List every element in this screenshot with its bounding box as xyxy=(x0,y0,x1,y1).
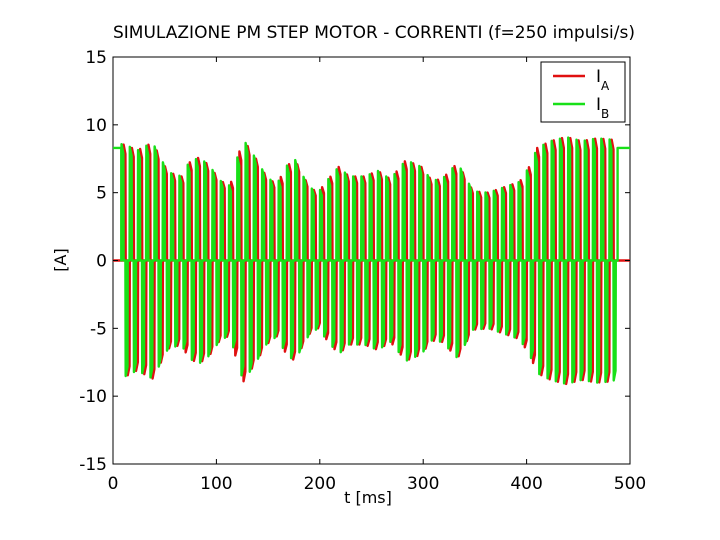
x-tick-label: 300 xyxy=(407,474,439,494)
x-tick-label: 500 xyxy=(614,474,646,494)
y-tick-label: 5 xyxy=(96,184,107,204)
x-axis-label: t [ms] xyxy=(344,488,392,507)
x-tick-label: 0 xyxy=(108,474,119,494)
legend-box xyxy=(540,61,626,123)
series-layer xyxy=(113,136,630,386)
y-tick-label: -15 xyxy=(79,455,107,475)
x-tick-label: 400 xyxy=(510,474,542,494)
ticks-layer: 0 100 200 300 400 500 15 10 5 0 -5 -10 -15 xyxy=(79,48,646,494)
y-tick-label: 0 xyxy=(96,252,107,272)
y-axis-label: [A] xyxy=(51,248,70,271)
y-tick-label: -5 xyxy=(90,319,107,339)
legend-entry-subscript: B xyxy=(601,107,609,121)
x-tick-label: 200 xyxy=(304,474,336,494)
y-tick-label: 15 xyxy=(85,48,107,68)
series-ia-line xyxy=(113,136,630,386)
y-tick-label: 10 xyxy=(85,116,107,136)
chart-title: SIMULAZIONE PM STEP MOTOR - CORRENTI (f=… xyxy=(113,23,635,43)
y-tick-label: -10 xyxy=(79,387,107,407)
legend-entry-subscript: A xyxy=(601,79,610,93)
series-ib-line xyxy=(113,136,630,385)
x-tick-label: 100 xyxy=(200,474,232,494)
